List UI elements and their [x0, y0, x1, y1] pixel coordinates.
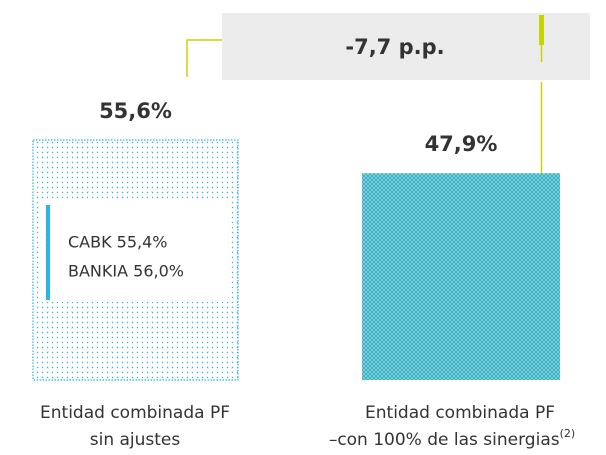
breakdown-item: BANKIA 56,0%: [68, 262, 184, 281]
category-label: sin ajustes: [90, 430, 181, 450]
footnote-marker: (2): [560, 427, 576, 440]
category-label: Entidad combinada PF: [40, 403, 230, 423]
bar: [362, 173, 560, 380]
breakdown-accent: [46, 205, 50, 300]
annotation-box: [222, 13, 590, 80]
breakdown-box: [42, 200, 228, 302]
category-line: –con 100% de las sinergias: [329, 430, 560, 450]
value-label: 47,9%: [425, 132, 498, 156]
accent: [539, 15, 544, 45]
connector: [186, 39, 222, 77]
breakdown-item: CABK 55,4%: [68, 233, 168, 252]
annotation: -7,7 p.p.: [345, 35, 444, 59]
category-label: –con 100% de las sinergias(2): [329, 427, 575, 450]
value-label: 55,6%: [99, 99, 172, 123]
category-label: Entidad combinada PF: [365, 403, 555, 423]
